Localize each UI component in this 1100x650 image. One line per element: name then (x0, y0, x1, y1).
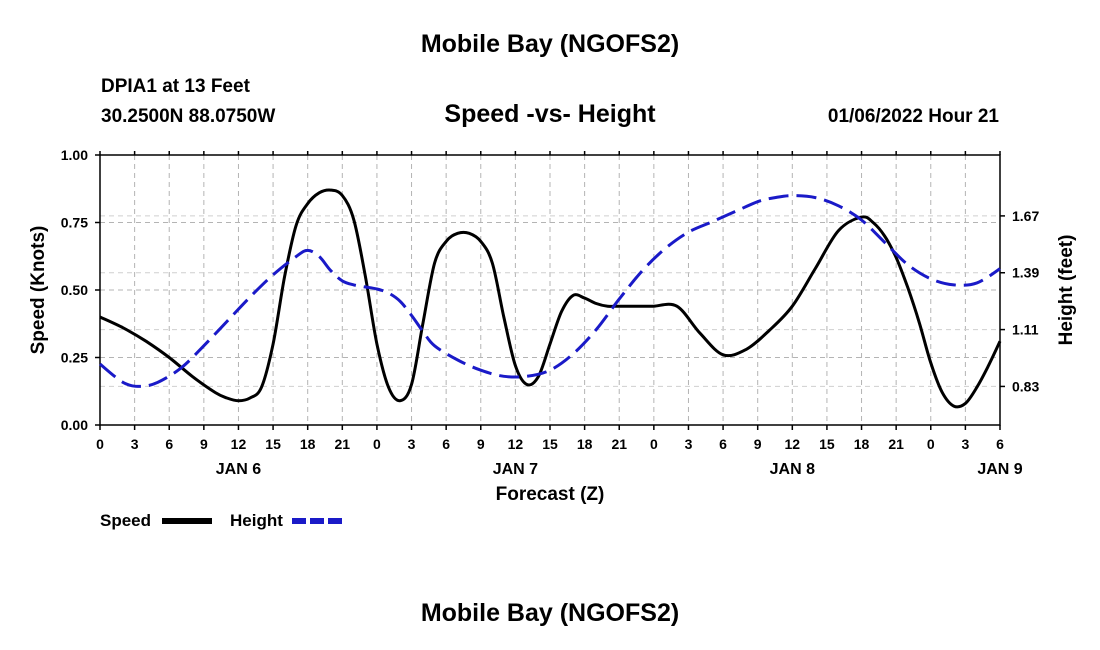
x-tick-label: 6 (996, 436, 1004, 452)
chart-title: Speed -vs- Height (444, 100, 656, 128)
x-tick-label: 12 (508, 436, 524, 452)
x-tick-label: 3 (685, 436, 693, 452)
x-tick-label: 6 (442, 436, 450, 452)
legend-speed-label: Speed (100, 511, 151, 530)
x-tick-label: 21 (888, 436, 904, 452)
x-tick-label: 12 (231, 436, 247, 452)
y2-tick-label: 1.67 (1012, 208, 1039, 224)
x-tick-label: 21 (335, 436, 351, 452)
y2-tick-label: 0.83 (1012, 378, 1039, 394)
x-tick-label: 18 (577, 436, 593, 452)
date-label: JAN 9 (977, 461, 1022, 478)
x-tick-label: 0 (373, 436, 381, 452)
y-tick-label: 0.25 (61, 350, 88, 366)
y-tick-label: 1.00 (61, 147, 88, 163)
y-axis-title: Speed (Knots) (28, 226, 49, 355)
y-tick-label: 0.00 (61, 417, 88, 433)
x-tick-label: 15 (819, 436, 835, 452)
x-axis-title: Forecast (Z) (496, 484, 605, 505)
x-tick-label: 6 (165, 436, 173, 452)
bottom-page-title: Mobile Bay (NGOFS2) (420, 599, 680, 627)
speed-series-line (99, 188, 1002, 409)
x-tick-label: 18 (300, 436, 316, 452)
y2-tick-label: 1.11 (1012, 322, 1039, 338)
x-tick-label: 15 (542, 436, 558, 452)
x-tick-label: 3 (961, 436, 969, 452)
legend-height-label: Height (230, 511, 283, 530)
x-tick-label: 0 (96, 436, 104, 452)
date-label: JAN 8 (770, 461, 815, 478)
x-tick-label: 3 (131, 436, 139, 452)
y-tick-label: 0.50 (61, 282, 88, 298)
forecast-datetime: 01/06/2022 Hour 21 (827, 106, 999, 127)
x-tick-label: 6 (719, 436, 727, 452)
x-tick-label: 3 (408, 436, 416, 452)
station-coordinates: 30.2500N 88.0750W (101, 106, 276, 127)
station-label: DPIA1 at 13 Feet (101, 76, 250, 97)
y-tick-label: 0.75 (61, 215, 88, 231)
date-label: JAN 6 (216, 461, 261, 478)
height-series-line (99, 194, 1001, 388)
x-tick-label: 9 (754, 436, 762, 452)
x-tick-label: 21 (611, 436, 627, 452)
date-label: JAN 7 (493, 461, 538, 478)
x-tick-label: 0 (927, 436, 935, 452)
x-tick-label: 9 (200, 436, 208, 452)
x-tick-label: 15 (265, 436, 281, 452)
page-title: Mobile Bay (NGOFS2) (420, 30, 680, 58)
y2-axis-title: Height (feet) (1056, 235, 1077, 346)
x-tick-label: 12 (785, 436, 801, 452)
x-tick-label: 18 (854, 436, 870, 452)
y2-tick-label: 1.39 (1012, 265, 1039, 281)
x-tick-label: 0 (650, 436, 658, 452)
x-tick-label: 9 (477, 436, 485, 452)
